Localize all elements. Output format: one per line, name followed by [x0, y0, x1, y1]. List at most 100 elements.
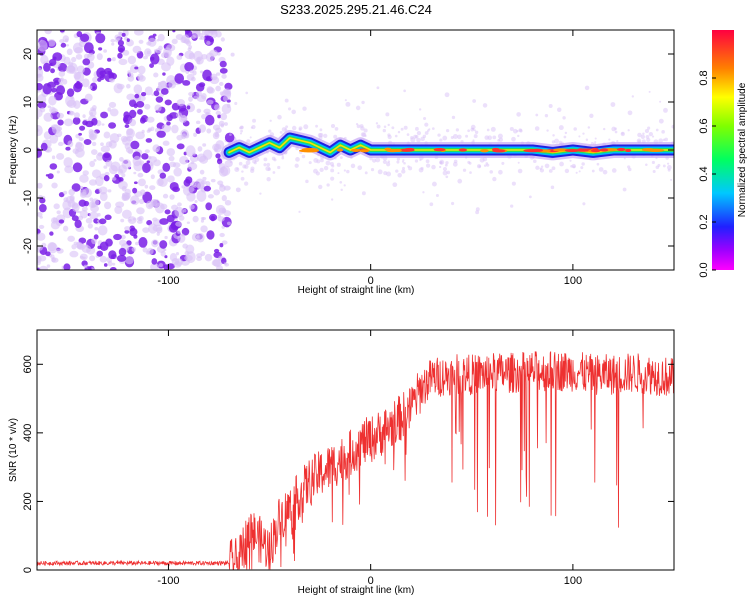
- faint-speckle: [655, 128, 659, 132]
- faint-speckle: [596, 162, 600, 166]
- noise-speckle: [62, 225, 69, 232]
- noise-speckle: [40, 107, 46, 113]
- faint-speckle: [323, 165, 329, 171]
- faint-speckle: [571, 163, 576, 169]
- noise-speckle: [118, 180, 128, 190]
- faint-speckle: [431, 181, 437, 187]
- track-hotspot: [301, 147, 319, 152]
- noise-speckle: [72, 148, 80, 154]
- noise-speckle: [142, 191, 153, 204]
- faint-speckle: [336, 162, 341, 167]
- snr-x-ticks: -100 0 100: [157, 330, 582, 587]
- noise-speckle: [134, 30, 144, 36]
- faint-speckle: [364, 171, 368, 175]
- noise-speckle: [121, 209, 132, 219]
- noise-speckle: [78, 199, 87, 207]
- faint-speckle: [585, 138, 589, 141]
- noise-speckle: [222, 95, 228, 102]
- noise-speckle: [164, 235, 168, 240]
- noise-speckle: [174, 73, 185, 84]
- noise-speckle: [193, 132, 197, 137]
- noise-speckle: [217, 216, 225, 222]
- noise-speckle: [146, 160, 150, 164]
- faint-speckle: [627, 110, 633, 116]
- noise-speckle: [166, 121, 171, 126]
- noise-speckle: [89, 255, 96, 262]
- faint-speckle: [391, 126, 395, 130]
- faint-speckle: [376, 86, 380, 90]
- noise-speckle: [84, 93, 93, 102]
- faint-speckle: [323, 133, 328, 139]
- faint-speckle: [305, 179, 309, 184]
- snr-y-tick-label: 600: [22, 355, 34, 373]
- noise-speckle: [45, 251, 51, 257]
- noise-speckle: [161, 52, 170, 59]
- noise-speckle: [167, 175, 175, 183]
- noise-speckle: [118, 247, 127, 257]
- noise-speckle: [81, 245, 92, 253]
- faint-speckle: [582, 202, 586, 206]
- faint-speckle: [356, 124, 361, 129]
- faint-speckle: [519, 129, 523, 133]
- noise-speckle: [91, 198, 100, 207]
- faint-speckle: [578, 170, 581, 173]
- track-hotspot: [393, 148, 402, 153]
- noise-speckle: [133, 84, 143, 94]
- faint-speckle: [363, 128, 368, 133]
- noise-speckle: [152, 144, 161, 153]
- noise-speckle: [150, 199, 158, 207]
- faint-speckle: [240, 125, 244, 129]
- noise-speckle: [177, 230, 181, 234]
- noise-speckle: [62, 35, 70, 43]
- noise-speckle: [217, 114, 222, 119]
- faint-speckle: [594, 141, 597, 144]
- noise-speckle: [120, 218, 125, 223]
- noise-speckle: [48, 58, 57, 66]
- noise-speckle: [63, 263, 71, 270]
- noise-speckle: [223, 88, 231, 95]
- noise-speckle: [187, 47, 192, 52]
- faint-speckle: [486, 163, 490, 167]
- noise-speckle: [190, 76, 196, 82]
- noise-speckle: [160, 88, 169, 95]
- faint-speckle: [445, 175, 449, 179]
- noise-speckle: [162, 72, 166, 76]
- noise-speckle: [116, 254, 127, 262]
- noise-speckle: [56, 248, 64, 254]
- faint-speckle: [580, 166, 584, 170]
- faint-speckle: [281, 155, 284, 158]
- faint-speckle: [442, 170, 448, 176]
- faint-speckle: [246, 139, 251, 144]
- faint-speckle: [361, 100, 365, 105]
- faint-speckle: [509, 126, 514, 131]
- noise-speckle: [104, 67, 112, 75]
- colorbar-ticks: 0.0 0.2 0.4 0.6 0.8: [698, 70, 716, 278]
- noise-speckle: [150, 126, 155, 132]
- faint-speckle: [497, 133, 503, 139]
- noise-speckle: [154, 104, 162, 112]
- noise-speckle: [179, 156, 189, 165]
- faint-speckle: [648, 131, 654, 137]
- noise-speckle: [221, 195, 227, 202]
- noise-speckle: [49, 231, 54, 236]
- faint-speckle: [540, 165, 544, 168]
- noise-speckle: [182, 80, 191, 86]
- noise-speckle: [137, 172, 144, 178]
- faint-speckle: [627, 167, 632, 172]
- noise-speckle: [224, 199, 232, 206]
- noise-speckle: [201, 114, 207, 120]
- noise-speckle: [93, 218, 100, 224]
- faint-speckle: [486, 128, 490, 132]
- faint-speckle: [457, 178, 463, 184]
- noise-speckle: [219, 232, 225, 238]
- track-hotspot: [616, 147, 626, 152]
- noise-speckle: [137, 108, 143, 115]
- faint-speckle: [444, 92, 450, 98]
- noise-speckle: [100, 142, 104, 147]
- noise-speckle: [114, 205, 123, 215]
- faint-speckle: [403, 162, 406, 165]
- noise-speckle: [103, 175, 110, 182]
- faint-speckle: [279, 130, 283, 134]
- faint-speckle: [644, 128, 650, 134]
- noise-speckle: [220, 112, 228, 121]
